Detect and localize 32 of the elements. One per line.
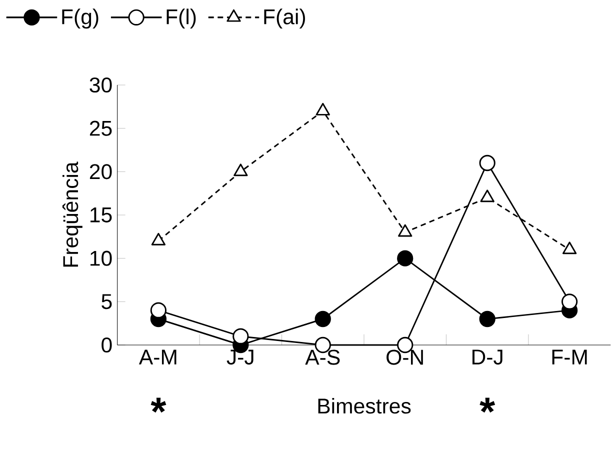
x-tick-label: A-M	[138, 350, 176, 364]
x-tick-label: D-J	[472, 350, 502, 365]
x-tick-label: J-J	[226, 350, 254, 365]
x-tick-label: O-N	[386, 350, 423, 365]
point	[232, 328, 249, 344]
legend-label: F(g)	[62, 8, 98, 29]
point	[314, 310, 331, 328]
legend-label: F(ai)	[264, 8, 305, 29]
legend-label: F(l)	[166, 8, 196, 29]
x-axis-title: Bimestres	[318, 398, 411, 414]
y-tick-label: 5	[102, 294, 112, 310]
y-tick-label: 25	[90, 120, 112, 136]
y-tick-label: 10	[90, 250, 112, 266]
point	[562, 242, 577, 254]
point	[398, 224, 412, 237]
point	[561, 294, 578, 310]
point	[151, 232, 166, 246]
point	[397, 250, 414, 266]
y-tick-label: 15	[90, 208, 112, 222]
x-tick-label: A-S	[305, 350, 340, 365]
y-tick-label: 0	[102, 337, 112, 353]
x-tick-label: F-M	[552, 350, 587, 364]
point	[479, 310, 496, 328]
y-tick-label: 30	[90, 77, 112, 93]
text: *	[480, 398, 496, 413]
point	[480, 190, 494, 202]
text: *	[150, 398, 166, 413]
point	[316, 102, 330, 116]
point	[234, 164, 248, 176]
y-axis-title: Freqüência	[62, 162, 82, 267]
point	[150, 302, 167, 318]
y-tick-label: 20	[90, 164, 112, 180]
